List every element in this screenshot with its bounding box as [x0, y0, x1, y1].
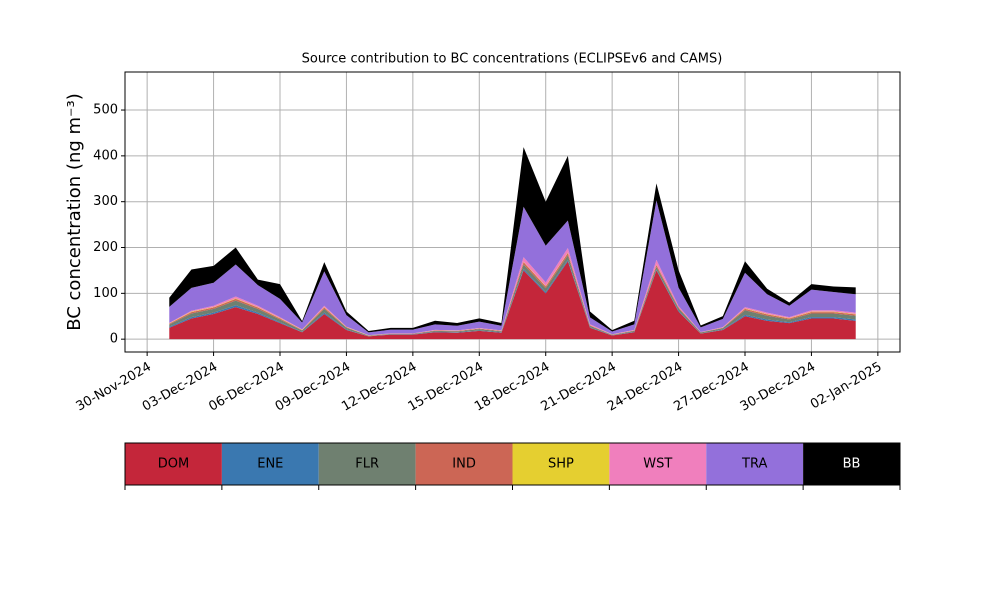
legend-label: SHP: [548, 457, 574, 472]
legend-swatch: [221, 443, 319, 485]
legend-swatch: [706, 443, 804, 485]
plot-frame: [124, 71, 901, 353]
y-tick-label: 400: [93, 148, 118, 163]
legend-label: FLR: [355, 457, 379, 472]
area: [169, 200, 856, 336]
x-tick-label: 02-Jan-2025: [808, 360, 885, 413]
legend-label: DOM: [158, 457, 189, 472]
legend-label: BB: [843, 457, 861, 472]
y-tick-label: 100: [93, 286, 118, 301]
legend-label: ENE: [257, 457, 283, 472]
y-tick-label: 200: [93, 240, 118, 255]
chart-title: Source contribution to BC concentrations…: [302, 52, 723, 67]
y-axis-label: BC concentration (ng m⁻³): [64, 93, 85, 331]
legend-swatch: [415, 443, 513, 485]
y-tick-label: 0: [110, 332, 118, 347]
legend-swatch: [512, 443, 610, 485]
legend-label: WST: [643, 457, 672, 472]
legend-label: TRA: [741, 457, 767, 472]
legend-swatch: [125, 443, 222, 485]
legend-swatch: [803, 443, 900, 485]
x-tick-label: 30-Dec-2024: [738, 360, 818, 415]
legend-label: IND: [452, 457, 476, 472]
area: [169, 255, 856, 337]
area: [169, 147, 856, 333]
area: [169, 261, 856, 340]
y-tick-label: 300: [93, 194, 118, 209]
y-tick-label: 500: [93, 103, 118, 118]
legend-swatch: [609, 443, 707, 485]
legend-swatch: [318, 443, 416, 485]
